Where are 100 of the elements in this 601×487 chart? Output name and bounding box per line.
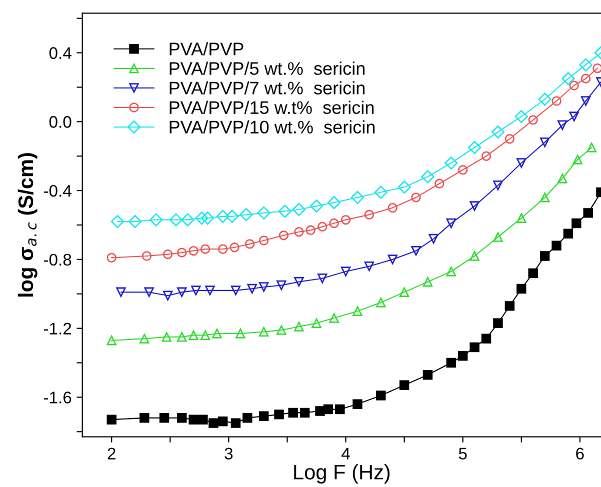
point: [580, 74, 591, 84]
point: [376, 298, 386, 308]
point: [212, 328, 222, 338]
point: [340, 214, 351, 225]
point: [106, 414, 116, 424]
point: [446, 218, 456, 228]
point: [458, 165, 468, 175]
point: [140, 413, 150, 423]
point: [162, 290, 173, 300]
point: [200, 330, 210, 340]
point: [176, 248, 187, 258]
point: [276, 325, 286, 335]
point: [493, 232, 503, 242]
point: [444, 156, 458, 170]
point: [516, 158, 526, 168]
point: [516, 213, 526, 223]
point: [300, 408, 310, 418]
point: [195, 212, 208, 225]
point: [421, 170, 434, 184]
legend-label: PVA/PVP/5 wt.% sericin: [170, 62, 364, 75]
point: [200, 244, 210, 254]
point: [201, 212, 214, 225]
point: [230, 418, 241, 428]
point: [329, 313, 339, 323]
point: [226, 210, 239, 223]
point: [106, 336, 116, 346]
y-tick-label: -0.4: [44, 184, 72, 197]
point: [188, 246, 198, 256]
point: [278, 230, 289, 240]
point: [422, 276, 433, 287]
point: [468, 140, 482, 154]
point: [315, 406, 325, 416]
point: [399, 287, 410, 298]
point: [323, 404, 334, 414]
point: [388, 202, 398, 213]
point: [552, 240, 562, 251]
point: [540, 251, 550, 261]
legend-label: PVA/PVP/15 w.t% sericin: [170, 100, 374, 114]
point: [142, 251, 152, 261]
point: [294, 276, 304, 287]
point: [558, 174, 568, 184]
point: [422, 370, 433, 380]
point: [493, 180, 503, 190]
point: [116, 287, 126, 298]
point: [350, 190, 364, 204]
legend-label: PVA/PVP/7 wt.% sericin: [170, 81, 364, 94]
point: [218, 416, 228, 426]
point: [329, 218, 339, 228]
point: [317, 222, 328, 232]
point: [446, 358, 456, 368]
point: [276, 280, 286, 290]
point: [292, 202, 306, 216]
y-tick-label: -1.6: [44, 392, 72, 404]
point: [162, 332, 172, 342]
point: [312, 318, 322, 328]
point: [310, 199, 324, 213]
point: [446, 266, 456, 276]
point: [258, 411, 269, 422]
point: [504, 134, 515, 144]
point: [374, 186, 388, 199]
point: [411, 192, 421, 202]
point: [198, 414, 208, 424]
point: [236, 328, 246, 338]
point: [579, 58, 592, 72]
point: [258, 326, 269, 337]
point: [540, 192, 550, 202]
point: [528, 268, 538, 278]
point: [470, 201, 480, 211]
point: [110, 214, 124, 228]
point: [376, 390, 386, 400]
point: [580, 96, 591, 106]
point: [274, 410, 284, 420]
point: [411, 246, 421, 256]
point: [504, 301, 515, 311]
point: [552, 96, 562, 106]
point: [364, 210, 374, 220]
point: [191, 286, 201, 296]
x-tick-label: 6: [576, 448, 584, 460]
point: [258, 236, 269, 246]
point: [434, 178, 444, 189]
point: [106, 252, 116, 263]
point: [159, 413, 170, 423]
point: [572, 218, 582, 228]
point: [528, 115, 538, 125]
point: [150, 213, 163, 226]
y-tick-label: 0.0: [49, 116, 72, 128]
point: [230, 286, 241, 296]
point: [340, 266, 351, 276]
point: [188, 414, 198, 424]
point: [205, 286, 215, 296]
point: [364, 261, 374, 272]
point: [491, 125, 505, 139]
point: [428, 234, 438, 244]
point: [493, 318, 503, 328]
point: [562, 72, 575, 86]
point: [230, 242, 240, 252]
point: [470, 342, 480, 352]
point: [388, 254, 398, 264]
point: [569, 112, 579, 122]
point: [516, 284, 526, 294]
